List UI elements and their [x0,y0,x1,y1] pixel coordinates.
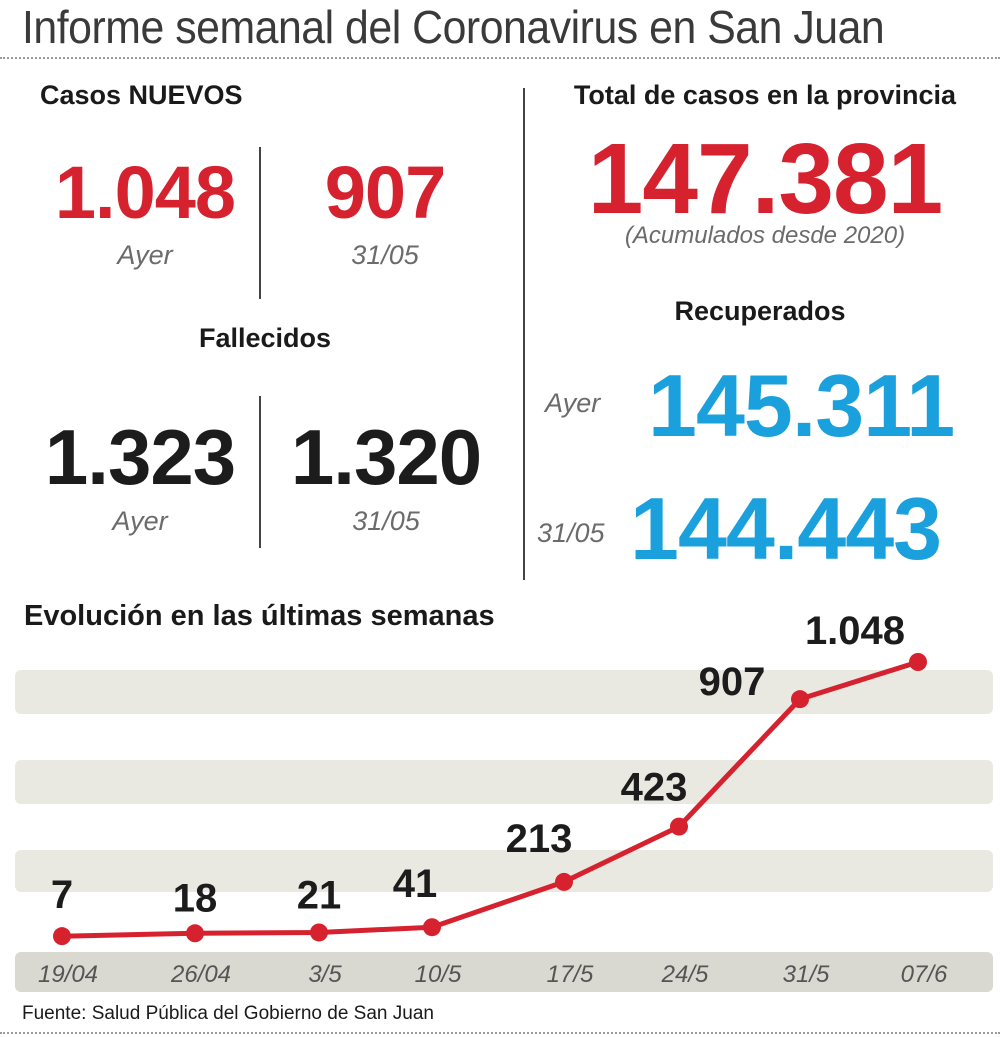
data-label: 423 [621,766,688,810]
grid-band-1 [15,760,993,804]
fallecidos-yesterday-label: Ayer [112,506,168,536]
data-point [909,653,927,671]
fallecidos-prev-label: 31/05 [352,506,420,536]
nuevos-prev-value: 907 [324,151,446,234]
x-tick-label: 24/5 [661,961,709,988]
x-tick-label: 10/5 [415,961,462,988]
data-point [310,923,328,942]
nuevos-divider [259,147,261,299]
x-tick-label: 07/6 [901,961,948,988]
data-label: 41 [393,862,438,906]
recuperados-yesterday-value: 145.311 [648,356,955,455]
data-point [670,817,688,836]
grid-band-0 [15,670,993,714]
source-note: Fuente: Salud Pública del Gobierno de Sa… [22,1003,434,1024]
data-label: 21 [297,873,342,917]
x-tick-label: 17/5 [547,961,594,988]
data-label: 907 [699,660,766,704]
data-label: 213 [506,817,573,861]
x-tick-label: 31/5 [783,961,830,988]
page-title: Informe semanal del Coronavirus en San J… [22,1,885,53]
data-point [791,690,809,709]
data-label: 7 [51,873,73,917]
recuperados-prev-label: 31/05 [537,518,605,548]
fallecidos-divider [259,396,261,548]
data-label: 1.048 [805,609,905,653]
line-chart: 7 18 21 41 213 423 907 1.048 19/04 26/04 3/5 10/5 17… [15,609,993,992]
bottom-divider [0,1032,1000,1034]
chart-title: Evolución en las últimas semanas [24,600,495,632]
nuevos-yesterday-value: 1.048 [54,151,236,234]
fallecidos-heading: Fallecidos [198,323,332,353]
top-divider [0,57,1000,59]
data-point [555,872,573,891]
x-tick-label: 19/04 [38,961,98,988]
data-point [186,924,204,943]
nuevos-heading: Casos NUEVOS [40,80,243,110]
total-heading: Total de casos en la provincia [573,80,957,110]
data-label: 18 [173,876,218,920]
grid-band-2 [15,850,993,892]
fallecidos-yesterday-value: 1.323 [44,413,236,501]
x-axis-band [15,952,993,992]
total-value: 147.381 [587,123,943,235]
nuevos-yesterday-label: Ayer [117,240,173,270]
recuperados-heading: Recuperados [674,296,846,326]
x-tick-label: 26/04 [170,961,231,988]
fallecidos-prev-value: 1.320 [290,413,482,501]
series-line [61,659,919,939]
recuperados-yesterday-label: Ayer [545,388,601,418]
recuperados-prev-value: 144.443 [630,479,942,578]
nuevos-prev-label: 31/05 [351,240,419,270]
total-note: (Acumulados desde 2020) [624,222,906,249]
data-point [53,927,71,946]
x-tick-label: 3/5 [308,961,342,988]
column-divider [523,88,525,580]
data-point [423,918,441,937]
